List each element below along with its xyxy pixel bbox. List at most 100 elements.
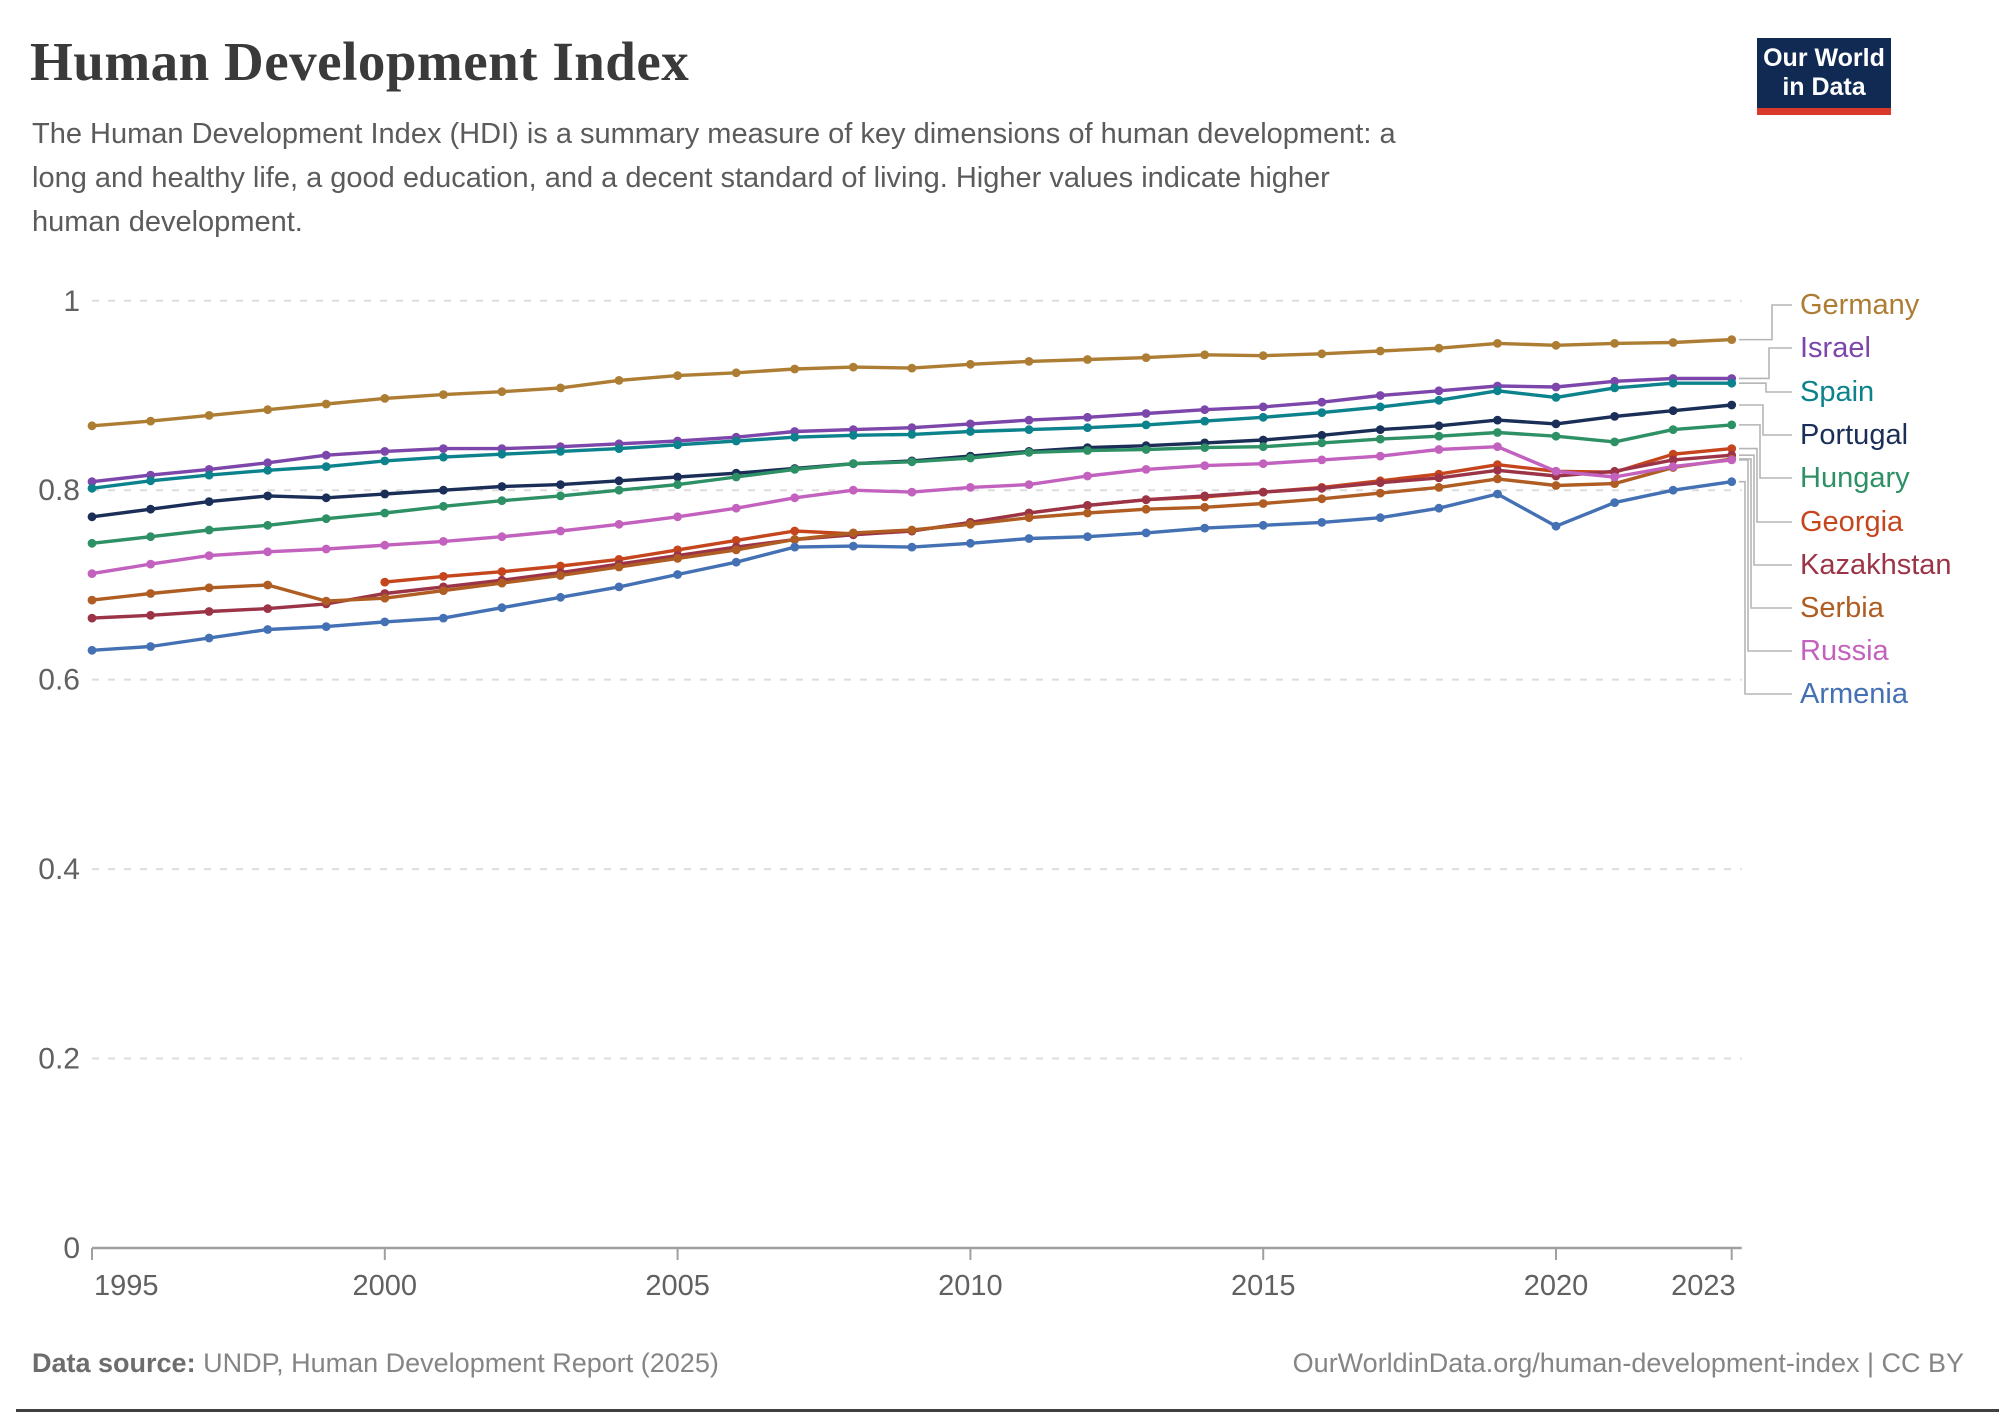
point-hungary-2010[interactable] [966,453,975,463]
point-serbia-2016[interactable] [1317,494,1327,504]
point-germany-2012[interactable] [1083,355,1092,364]
point-serbia-2004[interactable] [614,562,624,572]
point-serbia-2001[interactable] [439,586,448,595]
point-spain-2006[interactable] [731,436,741,446]
point-portugal-1996[interactable] [146,504,156,514]
point-spain-2009[interactable] [907,430,917,439]
point-russia-2002[interactable] [497,532,507,542]
point-spain-2004[interactable] [614,444,624,453]
point-kazakhstan-2012[interactable] [1083,501,1092,510]
point-armenia-1998[interactable] [263,625,273,634]
point-hungary-1998[interactable] [263,520,273,530]
point-russia-2006[interactable] [731,503,741,513]
point-russia-2016[interactable] [1317,455,1327,465]
point-russia-1996[interactable] [146,559,156,569]
point-armenia-2009[interactable] [907,542,917,552]
point-spain-2007[interactable] [790,432,800,442]
point-russia-2008[interactable] [848,485,858,495]
point-spain-2020[interactable] [1551,393,1561,402]
point-kazakhstan-1996[interactable] [146,610,156,620]
point-germany-2004[interactable] [614,376,624,385]
point-hungary-2008[interactable] [848,459,858,469]
point-russia-2000[interactable] [380,540,390,550]
point-georgia-2002[interactable] [497,567,507,577]
point-armenia-2020[interactable] [1551,521,1561,531]
point-portugal-2003[interactable] [556,480,565,489]
point-spain-2017[interactable] [1375,402,1385,412]
point-spain-2000[interactable] [380,456,390,466]
point-armenia-2018[interactable] [1434,503,1444,513]
point-israel-2013[interactable] [1141,409,1151,418]
point-serbia-1997[interactable] [204,583,214,593]
point-spain-1998[interactable] [263,465,273,475]
point-hungary-2001[interactable] [439,501,448,511]
point-kazakhstan-1995[interactable] [87,613,97,623]
point-russia-2009[interactable] [907,487,917,497]
point-armenia-1999[interactable] [321,622,331,631]
point-hungary-2002[interactable] [497,496,507,506]
point-spain-1996[interactable] [146,476,156,486]
point-spain-2014[interactable] [1200,416,1210,426]
point-spain-1995[interactable] [87,483,97,493]
point-portugal-1995[interactable] [87,512,97,522]
point-serbia-2017[interactable] [1375,488,1385,498]
point-spain-1999[interactable] [321,462,331,471]
point-hungary-1999[interactable] [321,514,331,524]
point-spain-2002[interactable] [497,449,507,459]
point-serbia-2009[interactable] [907,525,917,535]
point-kazakhstan-2018[interactable] [1434,473,1444,483]
legend-label-kazakhstan[interactable]: Kazakhstan [1800,549,1952,581]
point-hungary-2021[interactable] [1610,437,1619,447]
point-serbia-2008[interactable] [848,528,858,538]
point-armenia-2021[interactable] [1610,498,1619,507]
point-germany-2001[interactable] [439,390,448,399]
point-serbia-2007[interactable] [790,535,800,544]
point-kazakhstan-1998[interactable] [263,604,273,613]
point-israel-2001[interactable] [439,444,448,453]
point-serbia-2019[interactable] [1493,474,1502,484]
point-israel-1999[interactable] [321,450,331,460]
point-germany-2006[interactable] [731,368,741,378]
point-israel-2000[interactable] [380,447,390,456]
point-russia-2013[interactable] [1141,465,1151,474]
point-spain-2015[interactable] [1258,412,1268,422]
point-russia-2021[interactable] [1610,472,1619,482]
point-armenia-2004[interactable] [614,582,624,592]
point-armenia-2002[interactable] [497,603,507,613]
point-hungary-2015[interactable] [1258,442,1268,452]
point-germany-2000[interactable] [380,394,390,403]
point-armenia-2007[interactable] [790,542,800,552]
point-armenia-1997[interactable] [204,633,214,643]
point-russia-2007[interactable] [790,493,800,503]
point-kazakhstan-2019[interactable] [1493,465,1502,475]
point-germany-2010[interactable] [966,359,975,369]
point-hungary-2006[interactable] [731,472,741,482]
series-line-armenia[interactable] [90,480,1734,652]
point-serbia-1995[interactable] [87,595,97,605]
point-spain-2008[interactable] [848,430,858,440]
point-serbia-2011[interactable] [1024,513,1034,523]
point-russia-1995[interactable] [87,569,97,578]
point-russia-2010[interactable] [966,483,975,492]
point-germany-2013[interactable] [1141,353,1151,362]
point-israel-2017[interactable] [1375,391,1385,400]
point-hungary-1997[interactable] [204,525,214,535]
legend-label-armenia[interactable]: Armenia [1800,678,1908,710]
point-portugal-2000[interactable] [380,489,390,499]
point-germany-2011[interactable] [1024,357,1034,366]
point-spain-2003[interactable] [556,447,565,456]
point-armenia-2014[interactable] [1200,523,1210,533]
point-israel-1998[interactable] [263,458,273,468]
point-serbia-2010[interactable] [966,519,975,529]
point-kazakhstan-1997[interactable] [204,607,214,616]
point-kazakhstan-2016[interactable] [1317,483,1327,493]
point-germany-2018[interactable] [1434,343,1444,353]
point-serbia-2002[interactable] [497,578,507,588]
point-portugal-2017[interactable] [1375,425,1385,434]
point-israel-2021[interactable] [1610,376,1619,386]
legend-label-portugal[interactable]: Portugal [1800,419,1909,451]
point-serbia-2000[interactable] [380,593,390,603]
point-russia-1998[interactable] [263,547,273,557]
point-serbia-2015[interactable] [1258,499,1268,508]
point-israel-2020[interactable] [1551,382,1561,392]
